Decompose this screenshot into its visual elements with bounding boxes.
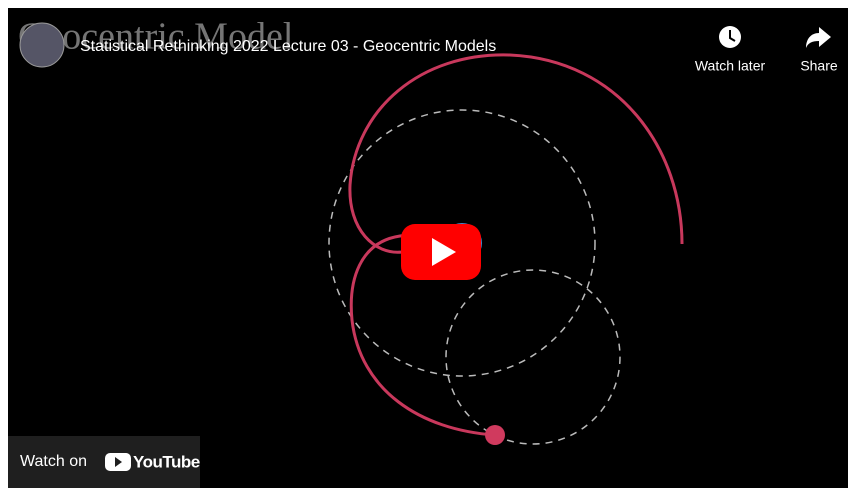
share-button[interactable]: Share	[800, 27, 838, 74]
watch-later-button[interactable]: Watch later	[695, 26, 766, 74]
planet	[485, 425, 505, 445]
watch-on-label[interactable]: Watch on	[20, 453, 87, 470]
orbit-path	[348, 53, 684, 437]
share-label[interactable]: Share	[800, 58, 838, 74]
channel-avatar[interactable]	[19, 22, 65, 68]
deferent-circle	[328, 109, 596, 377]
clock-hands	[729, 30, 736, 42]
slide-heading: Geocentric Model	[18, 16, 293, 58]
video-title[interactable]: Statistical Rethinking 2022 Lecture 03 -…	[80, 38, 496, 55]
play-icon[interactable]	[432, 238, 456, 266]
play-button[interactable]	[401, 224, 481, 280]
watch-on-bg[interactable]	[8, 436, 200, 488]
watch-later-label[interactable]: Watch later	[695, 58, 766, 74]
epicycle-circle	[445, 269, 621, 445]
logo-text[interactable]: YouTube	[133, 452, 200, 471]
share-icon[interactable]	[806, 27, 831, 48]
watch-on-youtube[interactable]: Watch on YouTube	[8, 436, 200, 488]
logo-triangle	[115, 457, 122, 467]
